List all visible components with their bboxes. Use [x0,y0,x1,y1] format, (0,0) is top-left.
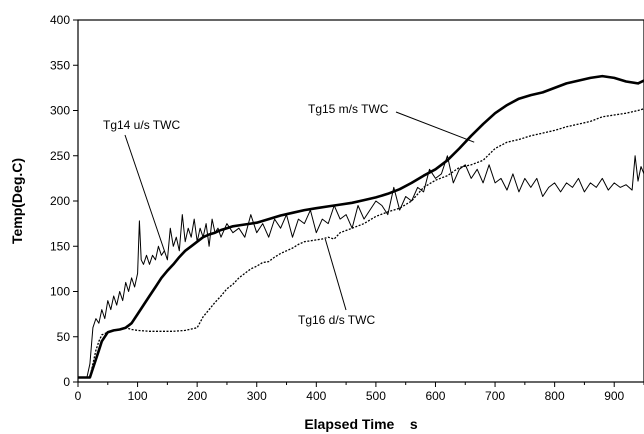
y-tick-label: 350 [50,58,70,72]
annotations: Tg14 u/s TWC Tg15 m/s TWC Tg16 d/s TWC [103,102,475,327]
series-line-3 [78,108,644,379]
series-line-1 [78,155,644,378]
x-tick-label: 0 [75,389,82,403]
y-tick-label: 150 [50,239,70,253]
x-tick-label: 700 [485,389,505,403]
x-tick-label: 800 [545,389,565,403]
x-tick-label: 400 [306,389,326,403]
y-tick-label: 400 [50,13,70,27]
y-tick-label: 50 [57,330,71,344]
x-axis-title: Elapsed Time s [304,416,418,432]
x-tick-label: 200 [187,389,207,403]
series-line-2 [78,74,644,379]
annotation-label: Tg15 m/s TWC [308,102,389,116]
x-tick-label: 100 [128,389,148,403]
annotation-leader [124,134,165,251]
x-tick-label: 900 [604,389,624,403]
x-tick-label: 500 [366,389,386,403]
x-tick-label: 600 [425,389,445,403]
x-tick-label: 300 [247,389,267,403]
series-layer [78,74,644,379]
annotation-leader [395,111,475,143]
y-tick-label: 100 [50,285,70,299]
y-tick-label: 250 [50,149,70,163]
y-tick-label: 0 [63,375,70,389]
annotation-label: Tg14 u/s TWC [103,118,180,132]
y-axis-title: Temp(Deg.C) [9,158,25,244]
x-axis: 0 100 200 300 400 500 600 700 800 900 [75,382,644,403]
y-axis: 0 50 100 150 200 250 300 350 400 [50,13,78,389]
y-tick-label: 200 [50,194,70,208]
y-tick-label: 300 [50,104,70,118]
annotation-label: Tg16 d/s TWC [298,313,375,327]
annotation-leader [324,238,347,311]
